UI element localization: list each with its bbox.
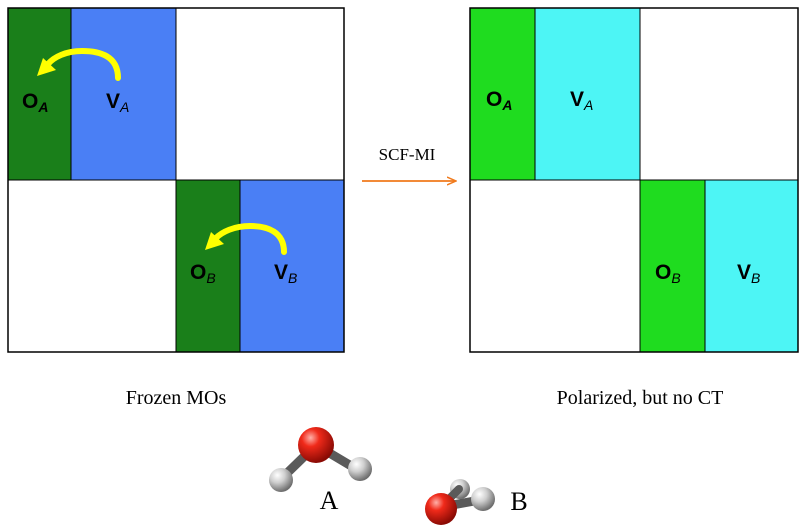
empty-block-ba — [7, 179, 177, 353]
hydrogen-atom-a1 — [269, 468, 293, 492]
empty-block-ba-polarized — [469, 179, 641, 353]
hydrogen-atom-b2 — [471, 487, 495, 511]
label-o-b: OB — [190, 261, 216, 286]
virtual-block-a — [70, 7, 177, 181]
oxygen-atom-a — [298, 427, 334, 463]
yellow-curved-arrow-b — [205, 222, 287, 255]
empty-block-ab — [175, 7, 345, 181]
matrix-frame — [7, 7, 345, 353]
molecule-label-b: B — [510, 487, 527, 516]
occupied-block-a — [7, 7, 72, 181]
scf-mi-label: SCF-MI — [379, 145, 436, 164]
label-v-b-polarized: VB — [737, 261, 760, 286]
occupied-block-b — [175, 179, 241, 353]
oxygen-atom-b — [425, 493, 457, 525]
molecule-label-a: A — [320, 486, 339, 515]
yellow-curved-arrow-a — [37, 47, 121, 81]
frozen-mo-matrix: OA VA OB VB — [7, 7, 345, 353]
occupied-block-b-polarized — [639, 179, 706, 353]
label-o-a: OA — [22, 90, 48, 115]
occupied-block-a-polarized — [469, 7, 536, 181]
empty-block-ab-polarized — [639, 7, 799, 181]
polarized-mo-matrix: OA VA OB VB — [469, 7, 799, 353]
label-v-b: VB — [274, 261, 297, 286]
label-v-a-polarized: VA — [570, 88, 593, 113]
virtual-block-b — [239, 179, 345, 353]
virtual-block-a-polarized — [534, 7, 641, 181]
caption-polarized: Polarized, but no CT — [557, 387, 724, 409]
label-o-b-polarized: OB — [655, 261, 681, 286]
label-o-a-polarized: OA — [486, 88, 512, 113]
water-molecule-a — [269, 427, 372, 492]
label-v-a: VA — [106, 90, 129, 115]
virtual-block-b-polarized — [704, 179, 799, 353]
caption-frozen-mos: Frozen MOs — [126, 387, 227, 409]
water-molecule-b — [425, 479, 495, 525]
matrix-frame-polarized — [469, 7, 799, 353]
hydrogen-atom-a2 — [348, 457, 372, 481]
